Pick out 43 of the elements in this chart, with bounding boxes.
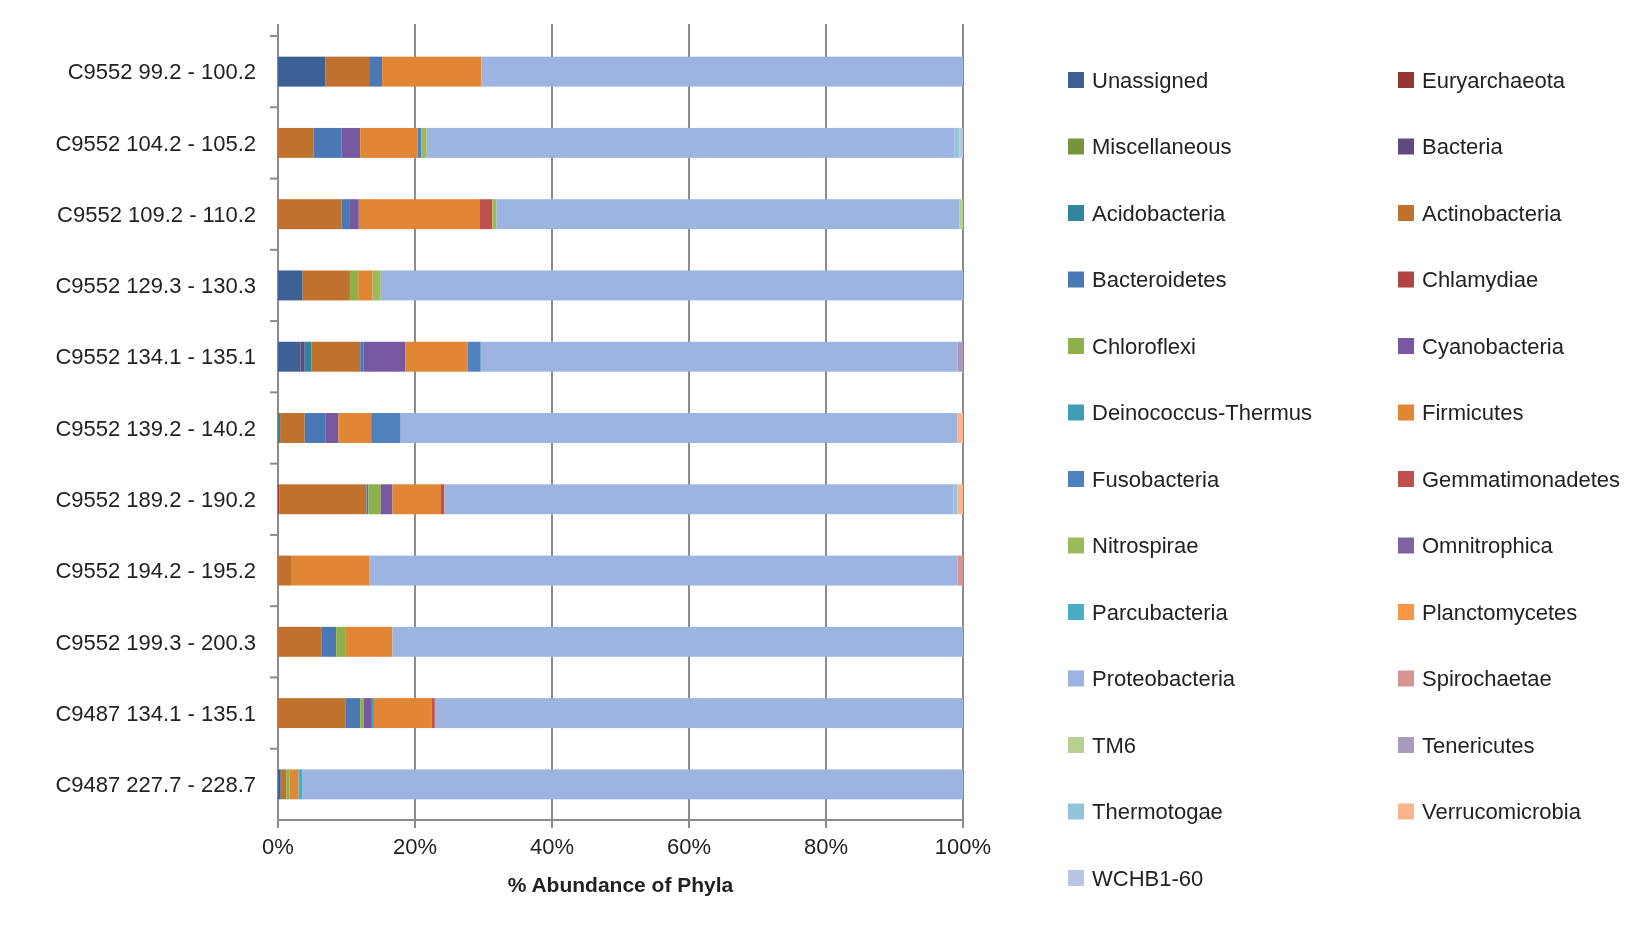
legend-label: Omnitrophica: [1422, 533, 1554, 559]
y-tick-label: C9552 134.1 - 135.1: [55, 344, 256, 370]
y-tick-label: C9552 104.2 - 105.2: [55, 130, 256, 156]
legend-label: Firmicutes: [1422, 400, 1524, 426]
legend-label: Actinobacteria: [1422, 200, 1563, 226]
legend-label: Verrucomicrobia: [1422, 799, 1582, 825]
legend-label: Miscellaneous: [1092, 134, 1232, 160]
legend-label: Acidobacteria: [1092, 200, 1227, 226]
legend-label: Thermotogae: [1092, 799, 1223, 825]
legend-label: Bacteria: [1422, 134, 1504, 160]
legend-label: WCHB1-60: [1092, 865, 1204, 891]
y-tick-label: C9552 99.2 - 100.2: [67, 59, 256, 85]
legend-label: Chloroflexi: [1092, 333, 1196, 359]
legend-label: Gemmatimonadetes: [1422, 466, 1621, 492]
x-tick-label: 40%: [529, 834, 575, 859]
y-tick-label: C9552 139.2 - 140.2: [55, 415, 256, 441]
legend-label: Chlamydiae: [1422, 267, 1539, 293]
y-tick-label: C9487 134.1 - 135.1: [55, 700, 256, 726]
y-tick-label: C9552 189.2 - 190.2: [55, 486, 256, 512]
x-axis-title: % Abundance of Phyla: [507, 873, 734, 896]
legend-label: Euryarchaeota: [1422, 67, 1566, 93]
legend-label: Cyanobacteria: [1422, 333, 1565, 359]
legend-label: Deinococcus-Thermus: [1092, 400, 1313, 426]
legend-label: Proteobacteria: [1092, 666, 1236, 692]
y-tick-label: C9552 109.2 - 110.2: [57, 201, 256, 227]
legend-label: Unassigned: [1092, 67, 1209, 93]
legend-label: Tenericutes: [1422, 732, 1535, 758]
y-tick-label: C9552 129.3 - 130.3: [55, 273, 256, 299]
legend-label: Nitrospirae: [1092, 533, 1199, 559]
y-tick-label: C9552 194.2 - 195.2: [55, 558, 256, 584]
legend-label: TM6: [1092, 732, 1136, 758]
y-tick-label: C9487 227.7 - 228.7: [55, 772, 256, 798]
legend-label: Spirochaetae: [1422, 666, 1552, 692]
legend-label: Parcubacteria: [1092, 599, 1229, 625]
x-tick-label: 20%: [392, 834, 438, 859]
legend-label: Fusobacteria: [1092, 466, 1220, 492]
legend-label: Planctomycetes: [1422, 599, 1578, 625]
x-tick-label: 0%: [262, 834, 294, 859]
x-tick-label: 60%: [666, 834, 712, 859]
legend-label: Bacteroidetes: [1092, 267, 1227, 293]
y-tick-label: C9552 199.3 - 200.3: [55, 629, 256, 655]
x-tick-label: 80%: [803, 834, 849, 859]
x-tick-label: 100%: [934, 834, 992, 859]
